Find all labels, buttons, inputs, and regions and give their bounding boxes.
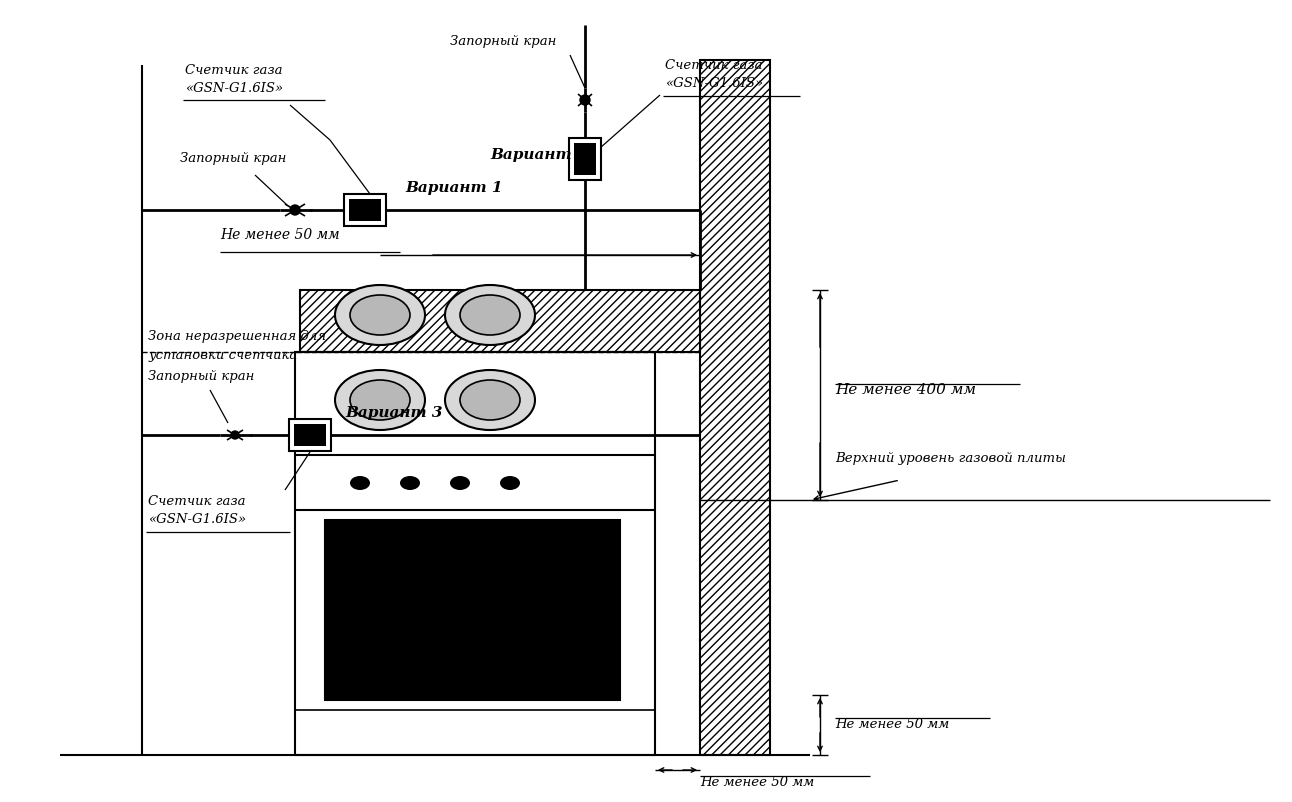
Ellipse shape [335,370,425,430]
Ellipse shape [460,295,519,335]
Ellipse shape [444,370,535,430]
Ellipse shape [350,295,410,335]
Ellipse shape [444,285,535,345]
Text: Запорный кран: Запорный кран [149,370,255,383]
Text: Не менее 50 мм: Не менее 50 мм [700,776,814,788]
Text: Вариант 2: Вариант 2 [490,148,588,162]
Ellipse shape [335,285,425,345]
Bar [326,520,620,700]
Text: Запорный кран: Запорный кран [180,152,287,165]
Ellipse shape [500,476,519,490]
Circle shape [580,95,590,105]
Bar [568,138,601,180]
Text: Счетчик газа: Счетчик газа [149,495,245,508]
Ellipse shape [401,476,420,490]
Text: «GSN-G1.6IS»: «GSN-G1.6IS» [185,82,283,95]
Text: «GSN-G1.6IS»: «GSN-G1.6IS» [149,513,245,526]
Text: Счетчик газа: Счетчик газа [185,64,283,77]
Text: Зона неразрешенная для
установки счетчика: Зона неразрешенная для установки счетчик… [149,330,326,362]
Circle shape [231,431,239,439]
Circle shape [289,205,300,215]
Text: Не менее 400 мм: Не менее 400 мм [835,383,975,397]
Ellipse shape [350,476,370,490]
Text: Не менее 50 мм: Не менее 50 мм [835,718,950,731]
Polygon shape [700,60,770,755]
Text: Верхний уровень газовой плиты: Верхний уровень газовой плиты [835,452,1066,465]
Bar [344,194,386,226]
Polygon shape [300,290,700,352]
Bar [295,352,655,755]
Text: Вариант 1: Вариант 1 [404,181,503,195]
Ellipse shape [350,380,410,420]
Text: Счетчик газа: Счетчик газа [665,59,762,72]
Bar [349,199,381,221]
Text: Вариант 3: Вариант 3 [345,406,442,420]
Ellipse shape [450,476,470,490]
Ellipse shape [460,380,519,420]
Bar [574,143,596,175]
Text: «GSN-G1.6IS»: «GSN-G1.6IS» [665,77,764,90]
Text: Запорный кран: Запорный кран [450,35,557,48]
Text: Не менее 50 мм: Не менее 50 мм [220,228,340,242]
Bar [295,424,326,446]
Bar [289,419,331,451]
